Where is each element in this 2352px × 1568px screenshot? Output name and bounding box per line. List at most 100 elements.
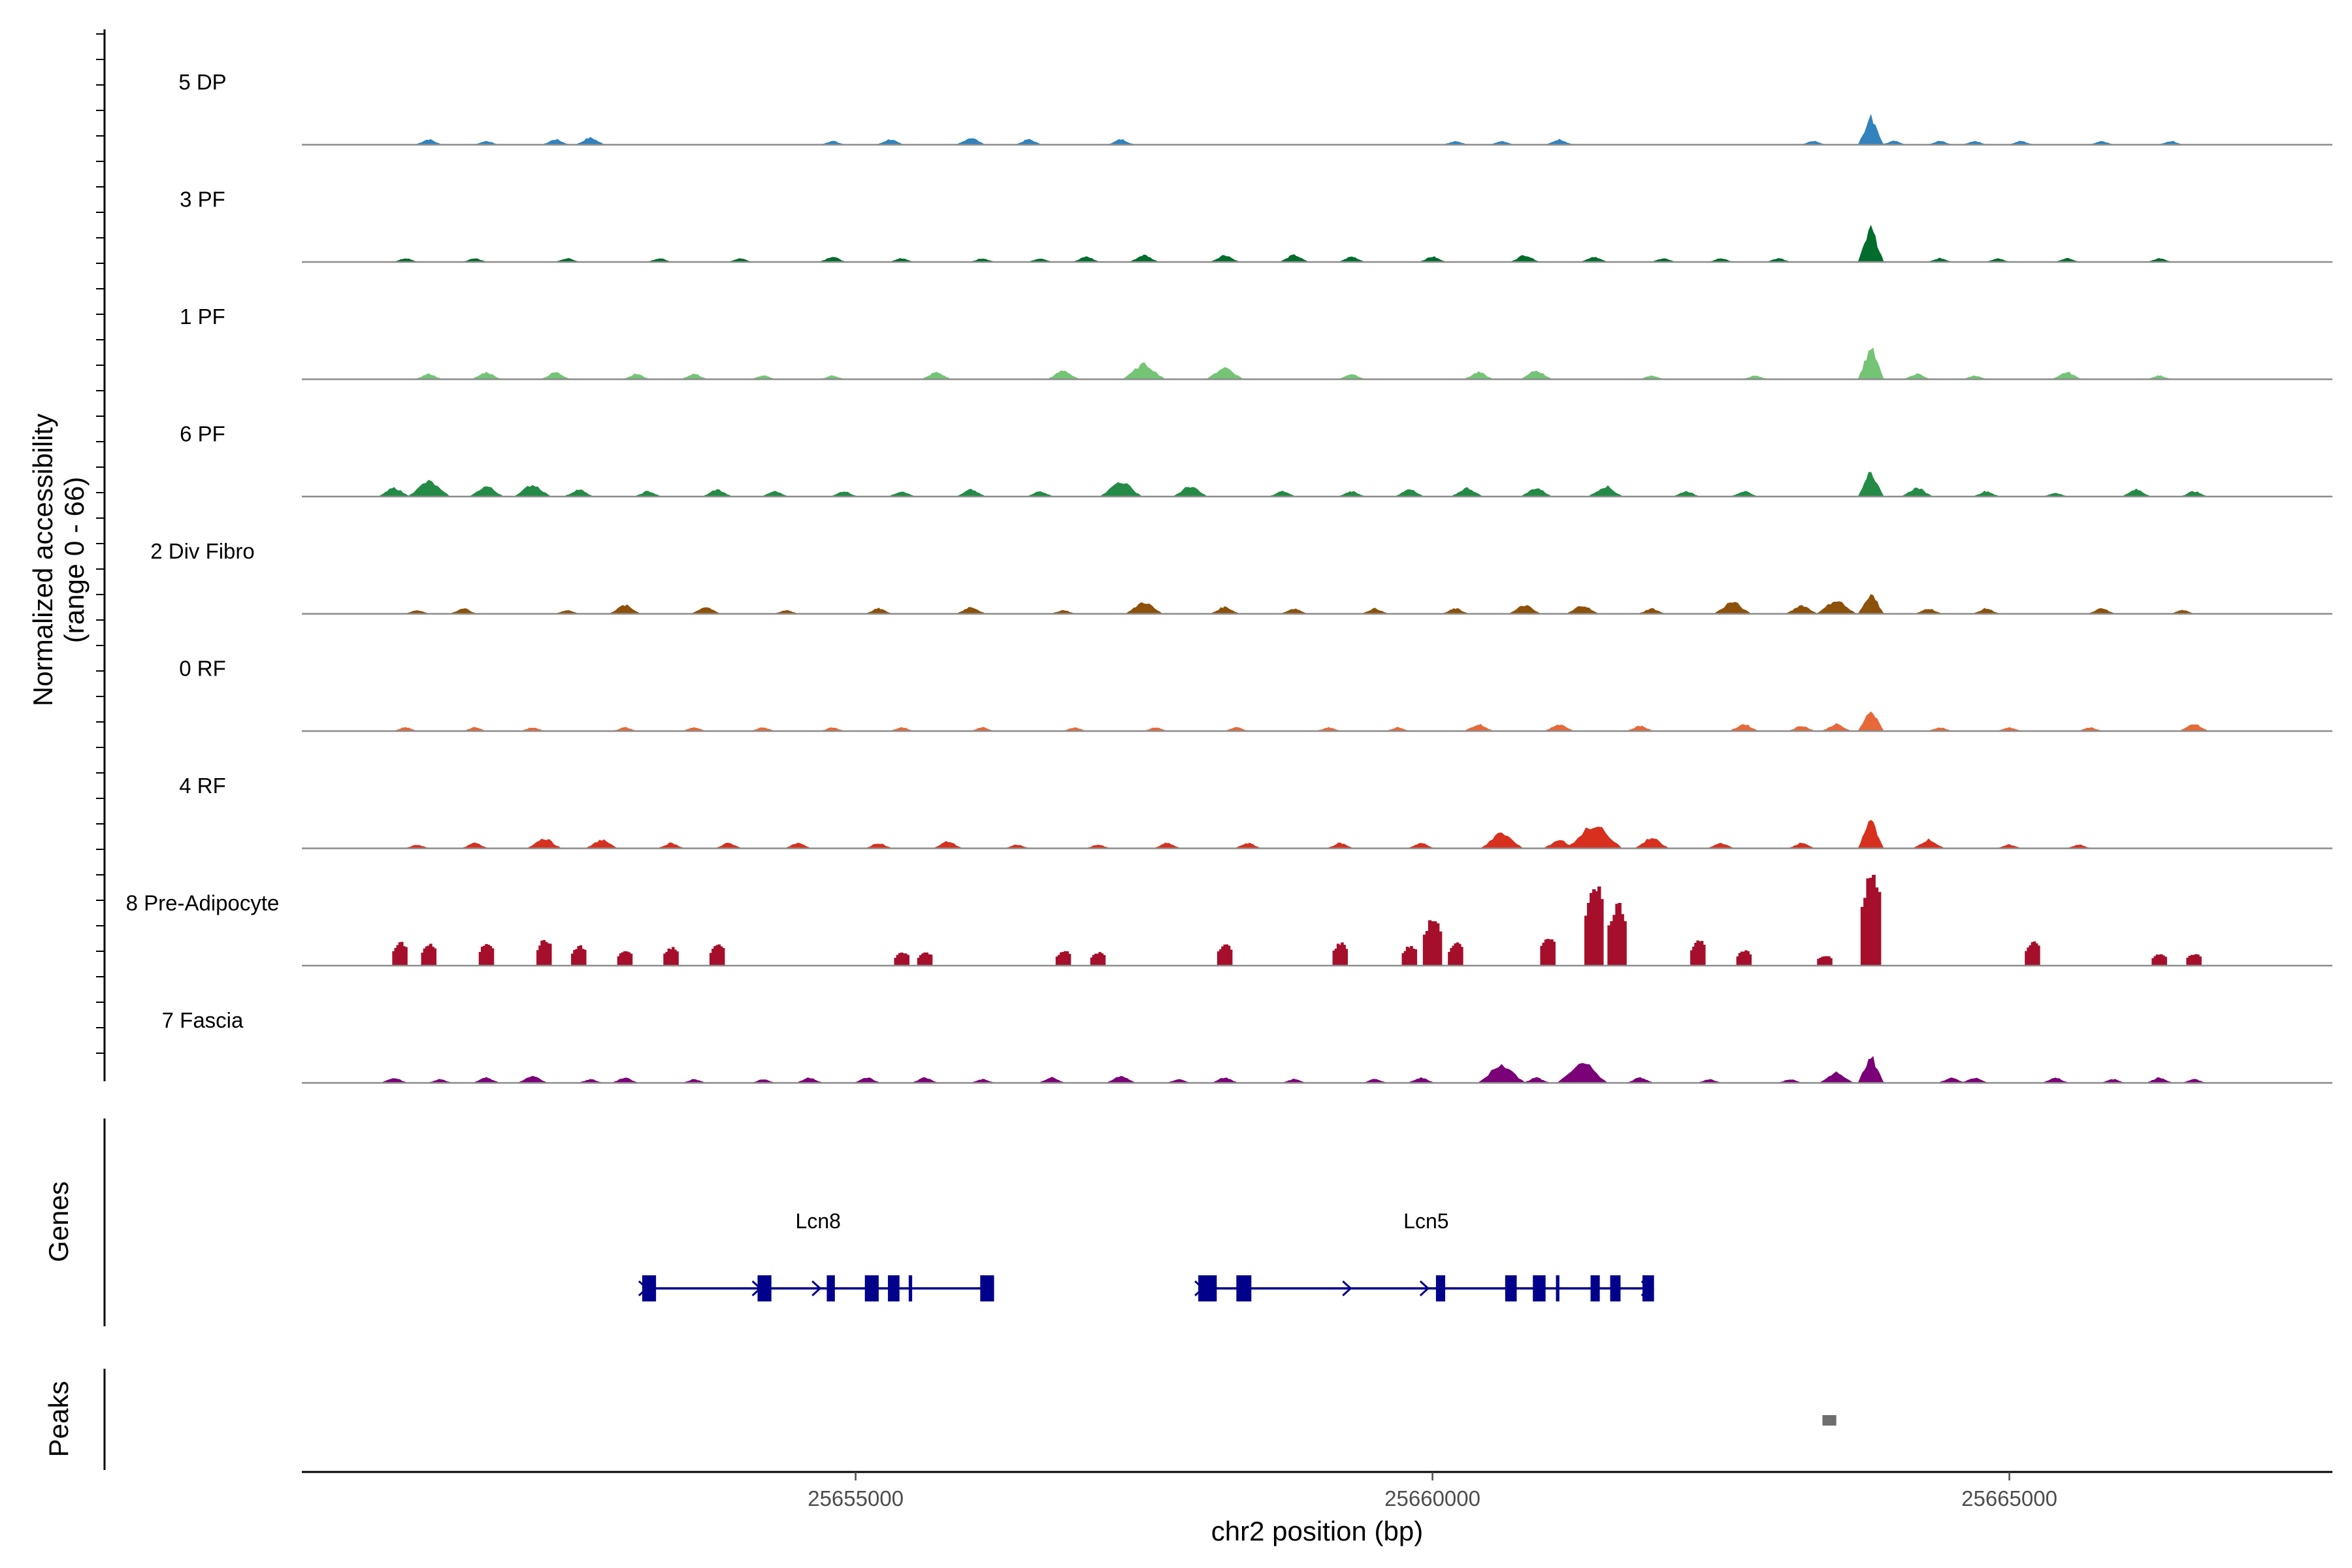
coverage-peak — [1627, 1077, 1653, 1084]
coverage-peak — [1822, 723, 1852, 732]
coverage-peak — [1520, 370, 1552, 380]
coverage-peak — [663, 947, 679, 966]
coverage-peak — [2186, 954, 2202, 966]
coverage-peak — [1211, 255, 1239, 263]
peaks-panel-label: Peaks — [43, 1381, 74, 1458]
coverage-peak — [416, 373, 442, 380]
coverage-peak — [1633, 838, 1670, 849]
coverage-peak — [921, 371, 953, 380]
track-6-pf: 6 PF — [180, 422, 2332, 498]
main-peak — [1860, 874, 1882, 966]
coverage-peak — [1339, 491, 1365, 497]
gene-exon — [757, 1275, 772, 1301]
coverage-peak — [1639, 608, 1665, 615]
track-label: 4 RF — [179, 774, 226, 798]
coverage-peak — [1280, 254, 1310, 263]
coverage-peak — [762, 491, 788, 497]
coverage-peak — [796, 1077, 823, 1084]
main-peak — [1856, 711, 1886, 732]
strand-arrow — [811, 1280, 822, 1297]
coverage-peak — [1205, 367, 1245, 380]
gene-exon — [908, 1275, 913, 1301]
main-peak — [1856, 594, 1886, 615]
coverage-peak — [681, 374, 707, 380]
coverage-peak — [1408, 1077, 1434, 1084]
coverage-peak — [894, 952, 910, 966]
coverage-peak — [1736, 950, 1752, 966]
coverage-peak — [1055, 951, 1071, 966]
coverage-peak — [866, 608, 892, 615]
coverage-peak — [542, 139, 568, 146]
coverage-peak — [1171, 487, 1209, 497]
coverage-peak — [1587, 485, 1624, 497]
coverage-peak — [1332, 942, 1348, 966]
track-4-rf: 4 RF — [179, 774, 2332, 849]
coverage-peak — [1450, 487, 1484, 497]
coverage-peak — [1235, 842, 1261, 849]
track-2-div-fibro: 2 Div Fibro — [150, 539, 2332, 615]
track-7-fascia: 7 Fascia — [162, 1008, 2332, 1084]
track-1-pf: 1 PF — [180, 304, 2332, 380]
coverage-peak — [381, 1078, 407, 1084]
coverage-peak — [1016, 139, 1041, 146]
coverage-peak — [421, 943, 437, 966]
track-label: 6 PF — [180, 422, 225, 446]
coverage-peak — [609, 604, 641, 615]
coverage-peak — [1973, 491, 1999, 497]
coverage-peak — [468, 486, 505, 497]
main-peak — [1856, 819, 1886, 849]
coverage-peak — [877, 139, 904, 146]
main-peak — [1856, 224, 1886, 263]
coverage-peak — [1565, 606, 1600, 615]
coverage-peak — [1973, 608, 1999, 615]
coverage-peak — [1395, 489, 1426, 497]
coverage-peak — [1904, 373, 1930, 380]
coverage-peak — [392, 941, 408, 966]
coverage-peak — [576, 137, 605, 146]
coverage-peak — [1540, 939, 1556, 966]
coverage-peak — [1901, 487, 1933, 497]
coverage-peak — [517, 1075, 549, 1084]
coverage-peak — [416, 139, 442, 146]
coverage-peak — [956, 488, 987, 497]
main-peak — [1856, 114, 1886, 146]
coverage-peak — [1627, 725, 1653, 732]
coverage-peak — [1401, 945, 1418, 966]
coverage-peak — [450, 608, 476, 615]
coverage-peak — [406, 480, 451, 497]
gene-exon — [864, 1275, 879, 1301]
peak-regions — [1822, 1415, 1837, 1426]
coverage-peak — [2181, 491, 2207, 497]
gene-annotations: Lcn8 Lcn5 — [638, 1209, 1654, 1301]
gene-exon — [1533, 1275, 1546, 1301]
coverage-peak — [2042, 1077, 2068, 1084]
coverage-peak — [474, 1077, 500, 1084]
coverage-peak — [934, 841, 962, 849]
coverage-tracks: 5 DP 3 PF 1 PF 6 PF 2 Div Fibro 0 RF 4 RF 8 Pre… — [126, 70, 2332, 1084]
coverage-peak — [635, 491, 661, 497]
coverage-peak — [956, 607, 987, 615]
coverage-peak — [1212, 1077, 1238, 1084]
coverage-peak — [585, 839, 617, 849]
coverage-peak — [889, 491, 915, 497]
coverage-peak — [612, 1077, 638, 1084]
coverage-peak — [1546, 139, 1573, 146]
coverage-peak — [1464, 724, 1493, 732]
coverage-peak — [1520, 488, 1552, 497]
coverage-peak — [478, 944, 495, 966]
coverage-peak — [1281, 608, 1307, 615]
track-3-pf: 3 PF — [180, 188, 2332, 263]
coverage-peak — [1511, 255, 1539, 263]
strand-arrow — [1419, 1280, 1430, 1297]
gene-exon — [1590, 1275, 1600, 1301]
coverage-peak — [1105, 1075, 1137, 1084]
coverage-peak — [1789, 726, 1815, 732]
gene-lcn5: Lcn5 — [1194, 1209, 1654, 1301]
coverage-peak — [2151, 954, 2167, 966]
gene-exon — [1198, 1275, 1217, 1301]
gene-exon — [980, 1275, 994, 1301]
genes-panel-label: Genes — [43, 1181, 74, 1262]
coverage-peak — [831, 491, 857, 497]
coverage-peak — [462, 842, 488, 849]
